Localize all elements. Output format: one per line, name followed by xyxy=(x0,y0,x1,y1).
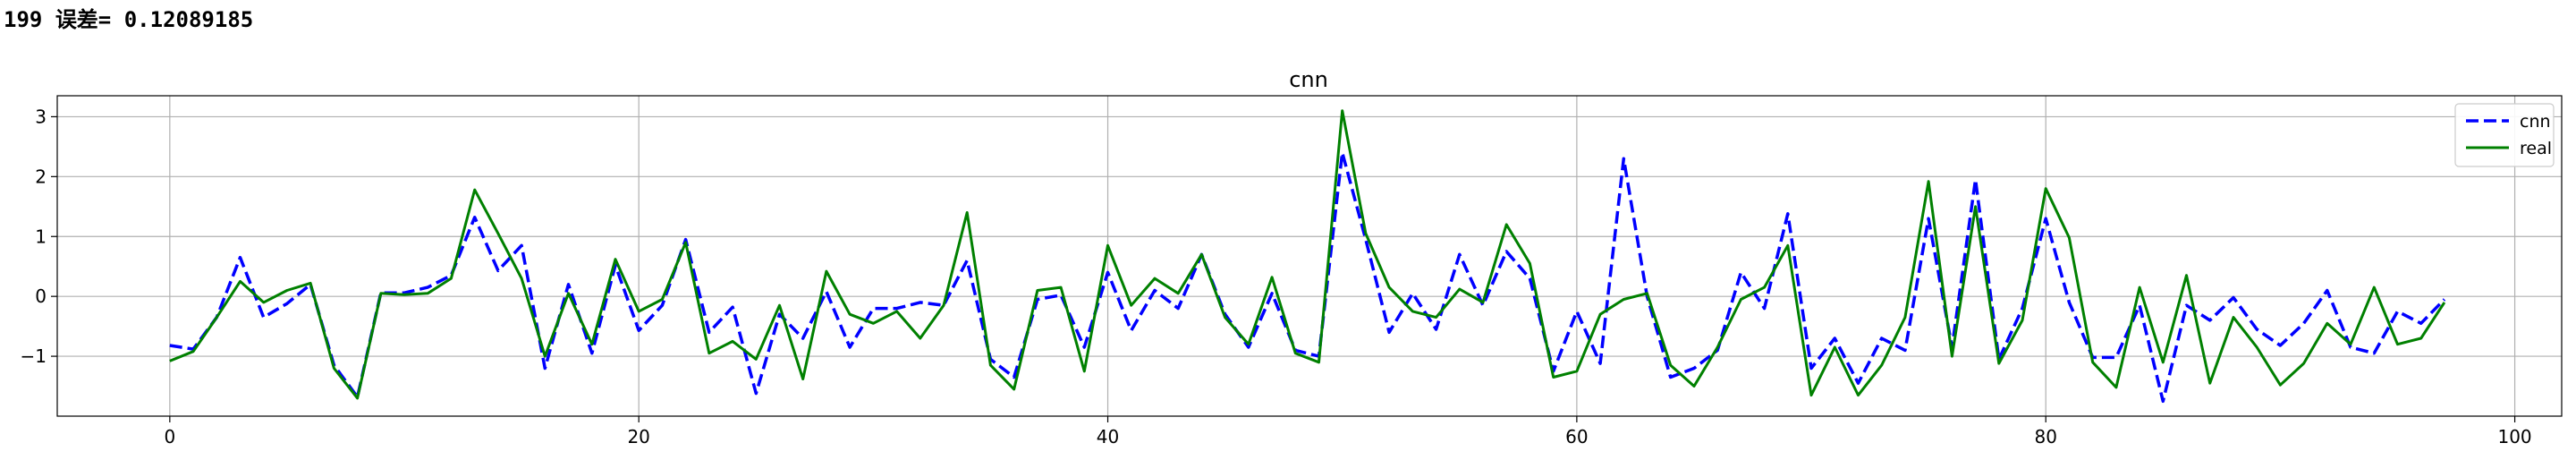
y-tick-label-3: 3 xyxy=(35,106,47,127)
legend-label-cnn: cnn xyxy=(2520,112,2551,132)
x-tick-label-80: 80 xyxy=(2034,426,2056,447)
legend-box xyxy=(2454,103,2555,167)
console-output-line: 199 误差= 0.12089185 xyxy=(4,2,253,33)
x-tick-label-60: 60 xyxy=(1565,426,1588,447)
error-label: 误差= xyxy=(55,7,112,32)
plot-frame xyxy=(56,95,2563,417)
x-tick-label-40: 40 xyxy=(1097,426,1119,447)
grid xyxy=(57,96,2562,416)
y-tick-label-1: 1 xyxy=(35,226,47,247)
x-tick-label-100: 100 xyxy=(2497,426,2531,447)
epoch-number: 199 xyxy=(4,7,43,32)
series-layer xyxy=(169,109,2446,404)
chart-title: cnn xyxy=(1289,67,1328,92)
series-line-cnn xyxy=(169,150,2446,404)
y-tick-label-0: 0 xyxy=(35,285,47,307)
legend-label-real: real xyxy=(2520,139,2552,158)
axis-ticks: 0 20 40 60 80 100 −1 0 1 2 3 xyxy=(21,106,2532,447)
x-tick-label-20: 20 xyxy=(627,426,649,447)
y-tick-label--1: −1 xyxy=(21,345,47,367)
error-value: 0.12089185 xyxy=(123,7,254,32)
y-tick-label-2: 2 xyxy=(35,166,47,187)
x-tick-label-0: 0 xyxy=(164,426,175,447)
series-line-real xyxy=(169,109,2446,400)
legend: cnn real xyxy=(2454,103,2555,167)
